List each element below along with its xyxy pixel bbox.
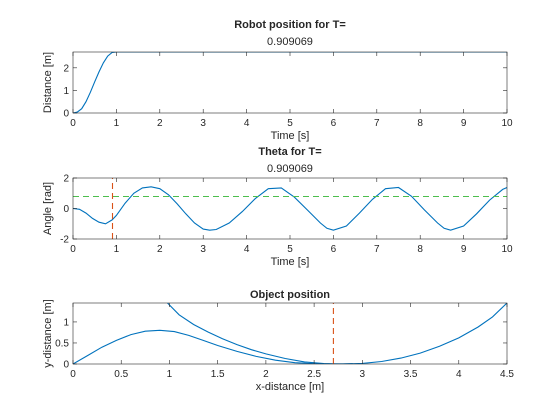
series-line-0 [73, 329, 353, 364]
object-position-plot: Object position 0 0.5 1 1.5 2 2.5 3 3.5 4 4.5 0 0.5 1… [42, 289, 514, 393]
y-tick-label: 0 [63, 204, 69, 215]
series-line-1 [167, 303, 507, 364]
x-axis-label: x-distance [m] [256, 381, 324, 393]
x-tick-label: 5 [287, 244, 293, 255]
plot-frame [72, 51, 508, 114]
x-tick-label: 8 [417, 118, 423, 129]
x-tick-label: 1 [114, 118, 120, 129]
x-axis-label: Time [s] [271, 130, 310, 142]
x-tick-label: 0 [70, 369, 76, 380]
x-tick-label: 3.5 [404, 369, 418, 380]
x-tick-label: 7 [374, 244, 380, 255]
series-group [73, 178, 507, 239]
series-group [73, 52, 507, 113]
y-tick-label: -2 [60, 235, 69, 246]
x-tick-label: 10 [501, 118, 513, 129]
x-tick-label: 6 [331, 244, 337, 255]
y-axis-label: y-distance [m] [42, 299, 54, 367]
y-tick-label: 0.5 [55, 338, 69, 349]
x-tick-label: 0 [70, 244, 76, 255]
x-tick-label: 4.5 [500, 369, 514, 380]
y-axis-label: Distance [m] [42, 52, 54, 113]
x-tick-label: 2 [157, 118, 163, 129]
chart-subtitle: 0.909069 [267, 36, 313, 48]
y-tick-label: 1 [63, 317, 69, 328]
x-tick-label: 3 [200, 118, 206, 129]
series-line-0 [73, 52, 507, 113]
x-tick-label: 9 [461, 244, 467, 255]
robot-position-plot: Robot position for T= 0.909069 0 1 2 3 4 5 6 7 8 9 1… [42, 19, 513, 142]
x-tick-label: 6 [331, 118, 337, 129]
chart-title: Object position [250, 289, 330, 301]
x-tick-label: 3 [200, 244, 206, 255]
x-tick-label: 9 [461, 118, 467, 129]
plot-frame [72, 177, 508, 240]
y-axis-label: Angle [rad] [42, 182, 54, 235]
x-tick-label: 1.5 [211, 369, 225, 380]
y-tick-label: 0 [63, 360, 69, 371]
y-tick-label: 2 [63, 63, 69, 74]
x-tick-label: 5 [287, 118, 293, 129]
x-tick-label: 0.5 [114, 369, 128, 380]
y-tick-label: 1 [63, 86, 69, 97]
x-tick-label: 8 [417, 244, 423, 255]
x-tick-label: 7 [374, 118, 380, 129]
y-tick-label: 0 [63, 109, 69, 120]
x-tick-label: 3 [360, 369, 366, 380]
x-tick-label: 4 [456, 369, 462, 380]
x-tick-label: 4 [244, 244, 250, 255]
series-line-0 [73, 186, 507, 231]
x-axis-label: Time [s] [271, 256, 310, 268]
x-tick-label: 1 [114, 244, 120, 255]
series-group [73, 303, 507, 364]
chart-title: Theta for T= [258, 146, 321, 158]
x-tick-label: 2.5 [307, 369, 321, 380]
chart-title: Robot position for T= [234, 19, 346, 31]
x-tick-label: 4 [244, 118, 250, 129]
x-tick-label: 2 [263, 369, 269, 380]
y-tick-label: 2 [63, 174, 69, 185]
plot-frame [72, 302, 508, 365]
x-tick-label: 10 [501, 244, 513, 255]
x-tick-label: 2 [157, 244, 163, 255]
x-tick-label: 1 [167, 369, 173, 380]
chart-subtitle: 0.909069 [267, 163, 313, 175]
x-tick-label: 0 [70, 118, 76, 129]
